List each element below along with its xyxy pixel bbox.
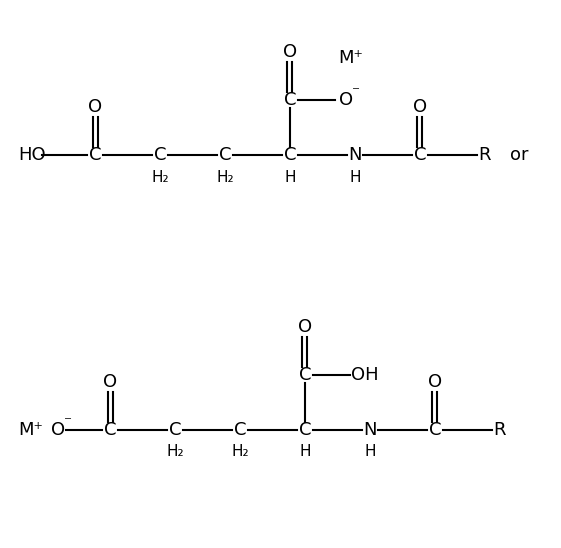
Text: OH: OH [351, 366, 379, 384]
Text: O: O [51, 421, 65, 439]
Text: O: O [88, 98, 102, 116]
Text: N: N [348, 146, 362, 164]
Text: O: O [428, 373, 442, 391]
Text: O: O [413, 98, 427, 116]
Text: ⁻: ⁻ [352, 84, 360, 100]
Text: H: H [299, 444, 311, 460]
Text: H₂: H₂ [216, 169, 234, 185]
Text: O: O [283, 43, 297, 61]
Text: H₂: H₂ [151, 169, 169, 185]
Text: H₂: H₂ [166, 444, 184, 460]
Text: C: C [299, 421, 311, 439]
Text: O: O [103, 373, 117, 391]
Text: C: C [219, 146, 231, 164]
Text: ⁻: ⁻ [64, 414, 72, 430]
Text: C: C [234, 421, 246, 439]
Text: H: H [350, 169, 361, 185]
Text: R: R [479, 146, 491, 164]
Text: O: O [339, 91, 353, 109]
Text: C: C [104, 421, 116, 439]
Text: C: C [284, 146, 296, 164]
Text: N: N [364, 421, 377, 439]
Text: C: C [429, 421, 442, 439]
Text: or: or [510, 146, 528, 164]
Text: C: C [154, 146, 166, 164]
Text: H: H [284, 169, 296, 185]
Text: H₂: H₂ [231, 444, 249, 460]
Text: R: R [494, 421, 506, 439]
Text: O: O [298, 318, 312, 336]
Text: HO: HO [18, 146, 45, 164]
Text: C: C [299, 366, 311, 384]
Text: M⁺: M⁺ [18, 421, 43, 439]
Text: H: H [364, 444, 376, 460]
Text: C: C [284, 91, 296, 109]
Text: C: C [89, 146, 101, 164]
Text: M⁺: M⁺ [338, 49, 364, 67]
Text: C: C [169, 421, 181, 439]
Text: C: C [414, 146, 426, 164]
